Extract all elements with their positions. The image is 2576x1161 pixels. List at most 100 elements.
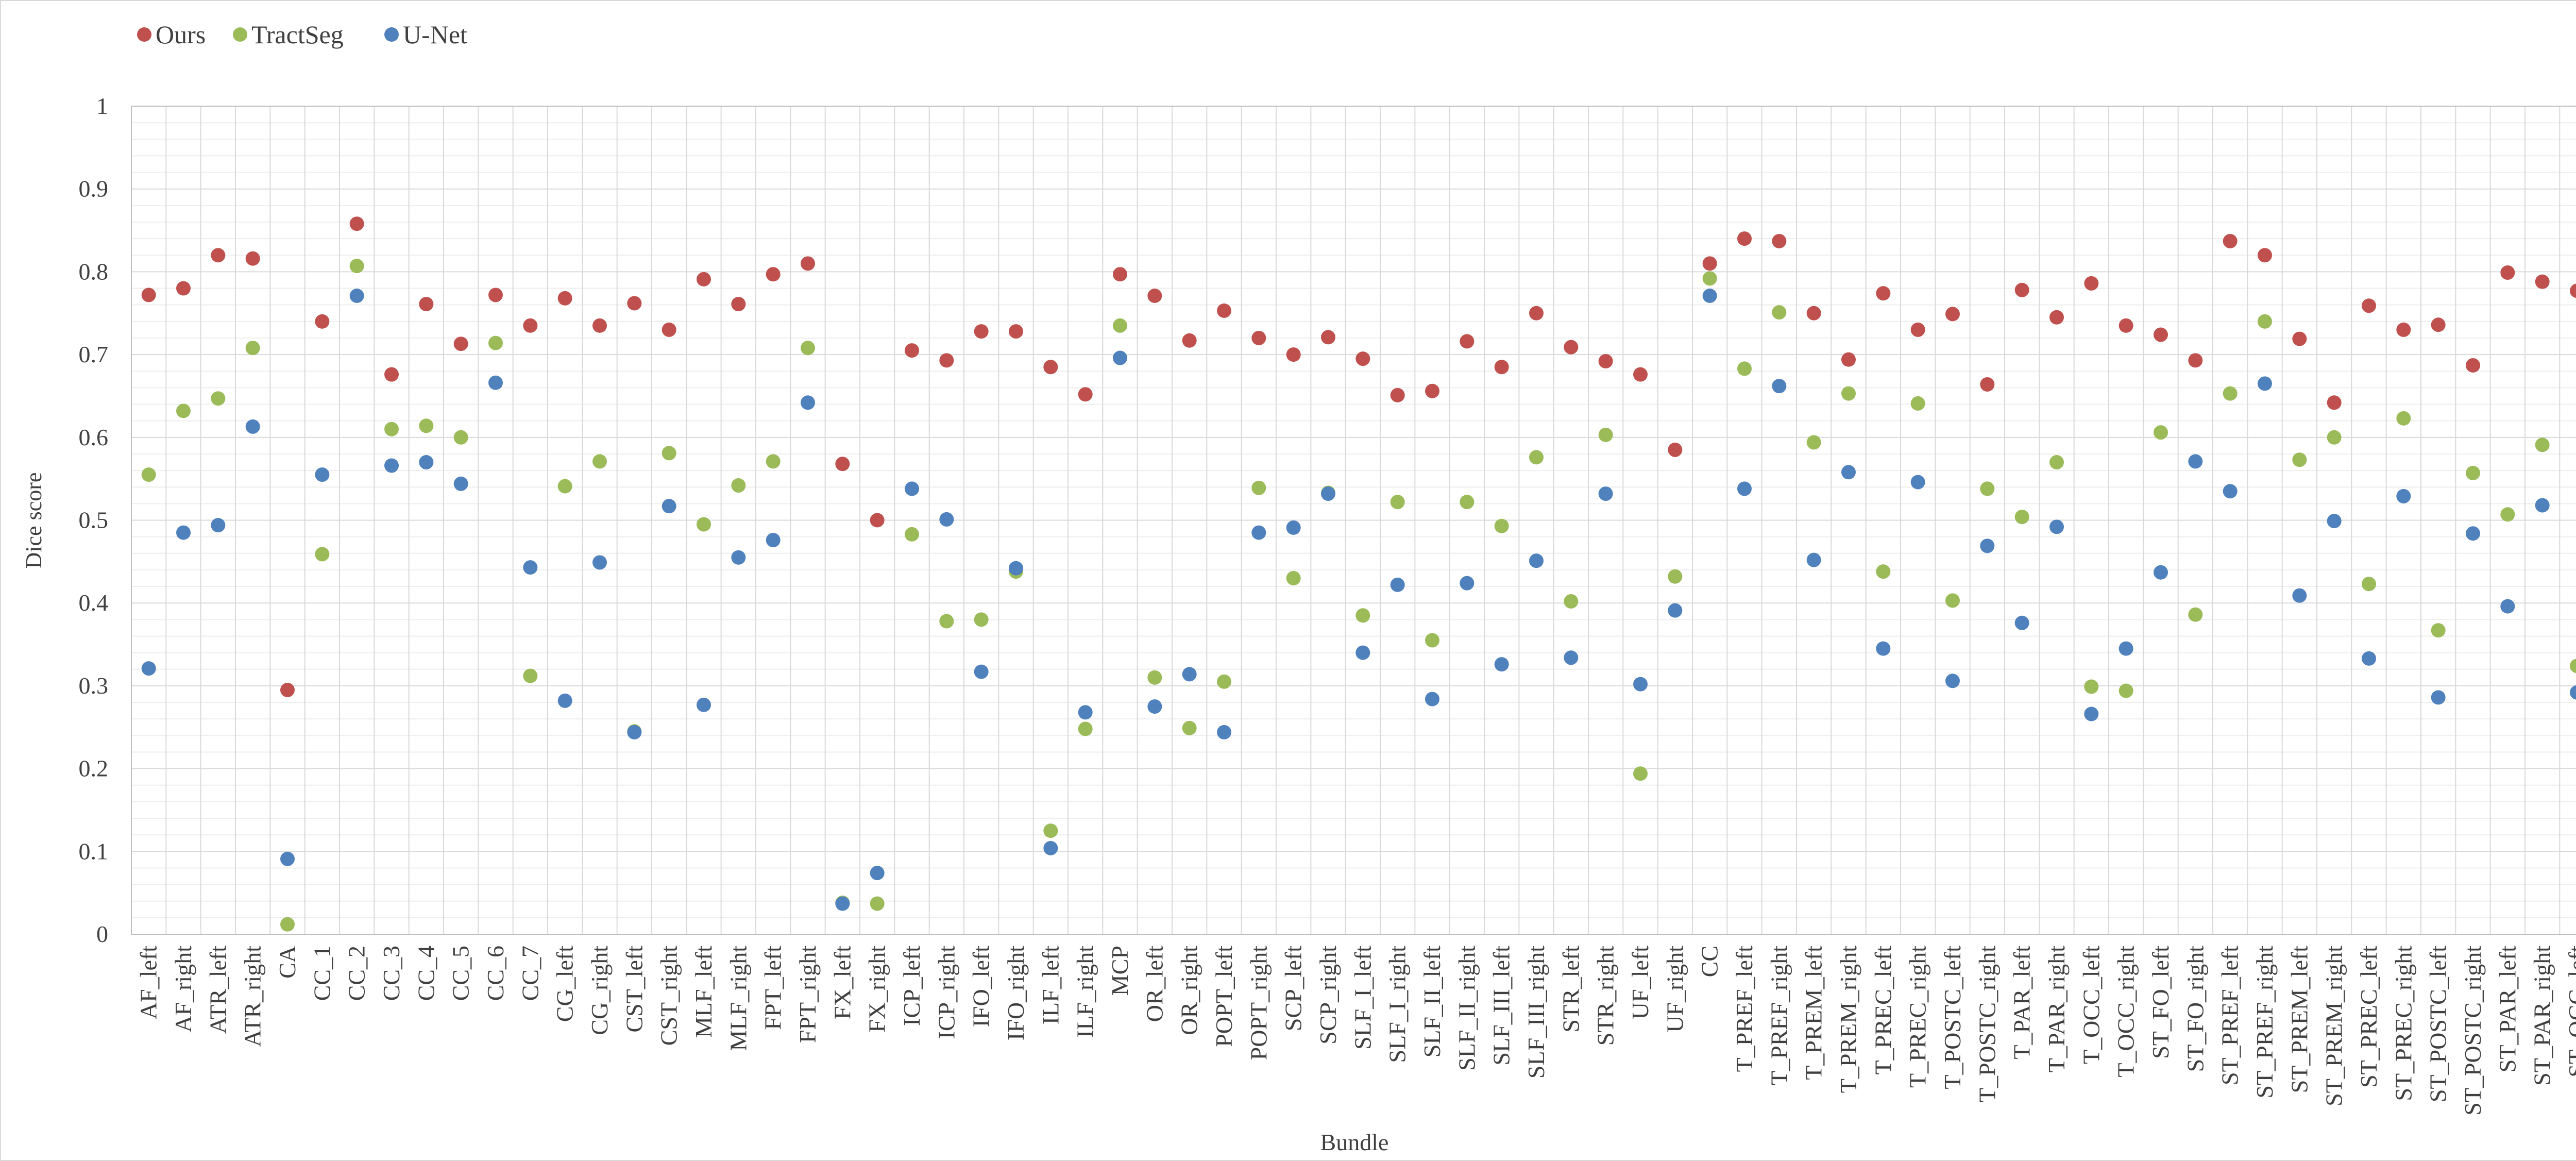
x-tick-label: FPT_right xyxy=(794,946,821,1043)
point-ours xyxy=(1425,383,1439,398)
point-ours xyxy=(1043,360,1058,375)
point-u-net xyxy=(1390,577,1405,592)
point-ours xyxy=(870,513,885,528)
point-u-net xyxy=(1355,645,1370,660)
point-u-net xyxy=(349,289,364,304)
x-tick-label: CC_6 xyxy=(482,946,509,1001)
point-tractseg xyxy=(419,418,434,433)
x-tick-label: ATR_left xyxy=(205,946,231,1034)
x-tick-label: T_POSTC_left xyxy=(1939,946,1965,1089)
y-tick-label: 1 xyxy=(96,93,108,119)
point-u-net xyxy=(697,697,711,712)
x-tick-label: SLF_III_left xyxy=(1488,946,1515,1066)
x-tick-label: CG_right xyxy=(586,946,613,1035)
x-tick-label: FX_left xyxy=(829,946,855,1019)
point-ours xyxy=(2500,265,2515,280)
point-ours xyxy=(419,297,434,312)
point-tractseg xyxy=(2049,455,2064,470)
point-tractseg xyxy=(1494,518,1509,533)
point-ours xyxy=(1598,354,1613,368)
x-tick-label: T_PAR_right xyxy=(2043,946,2070,1072)
point-u-net xyxy=(835,896,850,911)
point-tractseg xyxy=(2570,659,2576,674)
point-ours xyxy=(1910,322,1925,337)
point-tractseg xyxy=(1217,674,1231,689)
point-tractseg xyxy=(1772,305,1787,320)
point-tractseg xyxy=(870,896,885,911)
point-tractseg xyxy=(2292,452,2307,467)
point-ours xyxy=(1494,360,1509,375)
x-tick-label: IFO_right xyxy=(1003,946,1029,1040)
point-ours xyxy=(2258,248,2272,263)
point-u-net xyxy=(2188,454,2203,469)
x-tick-label: MCP xyxy=(1107,946,1133,996)
x-tick-label: T_PREC_left xyxy=(1870,946,1896,1075)
point-u-net xyxy=(2570,685,2576,700)
point-u-net xyxy=(1182,667,1197,682)
x-tick-label: SLF_I_left xyxy=(1349,946,1376,1050)
point-tractseg xyxy=(2500,507,2515,522)
x-tick-label: T_PREF_right xyxy=(1766,946,1792,1085)
point-u-net xyxy=(2014,615,2029,630)
x-tick-label: SLF_I_right xyxy=(1384,946,1411,1063)
point-tractseg xyxy=(592,454,607,469)
point-tractseg xyxy=(1113,318,1127,333)
x-tick-label: SLF_II_right xyxy=(1453,946,1480,1071)
point-u-net xyxy=(1217,725,1231,739)
point-u-net xyxy=(1043,840,1058,855)
x-tick-label: ICP_right xyxy=(933,946,959,1039)
point-u-net xyxy=(453,476,468,491)
point-u-net xyxy=(1945,674,1960,688)
point-u-net xyxy=(2396,489,2411,503)
point-tractseg xyxy=(766,454,781,469)
x-tick-label: T_PAR_left xyxy=(2009,946,2035,1059)
point-tractseg xyxy=(1529,450,1544,465)
point-ours xyxy=(1286,347,1301,362)
point-tractseg xyxy=(1910,396,1925,411)
x-tick-label: ST_PAR_right xyxy=(2529,946,2555,1086)
point-tractseg xyxy=(1425,633,1439,648)
point-ours xyxy=(1702,256,1717,271)
point-ours xyxy=(2466,358,2480,373)
point-tractseg xyxy=(801,341,815,356)
y-axis-label: Dice score xyxy=(21,473,46,569)
x-tick-label: T_PREM_right xyxy=(1835,946,1861,1093)
x-axis-ticks: AF_left AF_right ATR_left ATR_right CA CC_1 CC… xyxy=(135,946,2576,1116)
point-ours xyxy=(2014,282,2029,297)
point-tractseg xyxy=(211,391,226,406)
point-ours xyxy=(2119,318,2133,333)
point-u-net xyxy=(592,555,607,570)
point-tractseg xyxy=(2258,314,2272,329)
point-tractseg xyxy=(2188,607,2203,622)
x-tick-label: ST_PAR_left xyxy=(2494,946,2520,1072)
point-tractseg xyxy=(1980,481,1995,496)
point-tractseg xyxy=(1564,594,1579,609)
point-tractseg xyxy=(1702,271,1717,286)
y-tick-label: 0.2 xyxy=(79,755,109,782)
point-tractseg xyxy=(1043,823,1058,838)
point-ours xyxy=(627,296,642,311)
point-tractseg xyxy=(2362,577,2376,592)
x-tick-label: STR_left xyxy=(1557,946,1584,1033)
x-tick-label: ST_POSTC_left xyxy=(2425,946,2451,1102)
point-ours xyxy=(801,256,815,271)
x-tick-label: T_PREF_left xyxy=(1731,946,1757,1072)
x-tick-label: ST_FO_right xyxy=(2182,946,2208,1072)
point-tractseg xyxy=(2327,430,2342,445)
point-tractseg xyxy=(453,430,468,445)
x-tick-label: ILF_right xyxy=(1072,946,1098,1038)
legend-label-tractseg: TractSeg xyxy=(251,20,344,49)
point-ours xyxy=(1772,233,1787,248)
x-tick-label: OR_right xyxy=(1176,946,1202,1035)
point-u-net xyxy=(627,725,642,739)
point-u-net xyxy=(1529,553,1544,568)
point-tractseg xyxy=(557,479,572,494)
x-tick-label: ST_PREM_right xyxy=(2321,946,2347,1106)
x-tick-label: CG_left xyxy=(552,946,578,1022)
point-u-net xyxy=(905,481,919,496)
point-u-net xyxy=(488,375,503,390)
point-tractseg xyxy=(2396,411,2411,426)
point-u-net xyxy=(2154,565,2168,580)
point-tractseg xyxy=(905,527,919,542)
point-tractseg xyxy=(384,422,399,436)
